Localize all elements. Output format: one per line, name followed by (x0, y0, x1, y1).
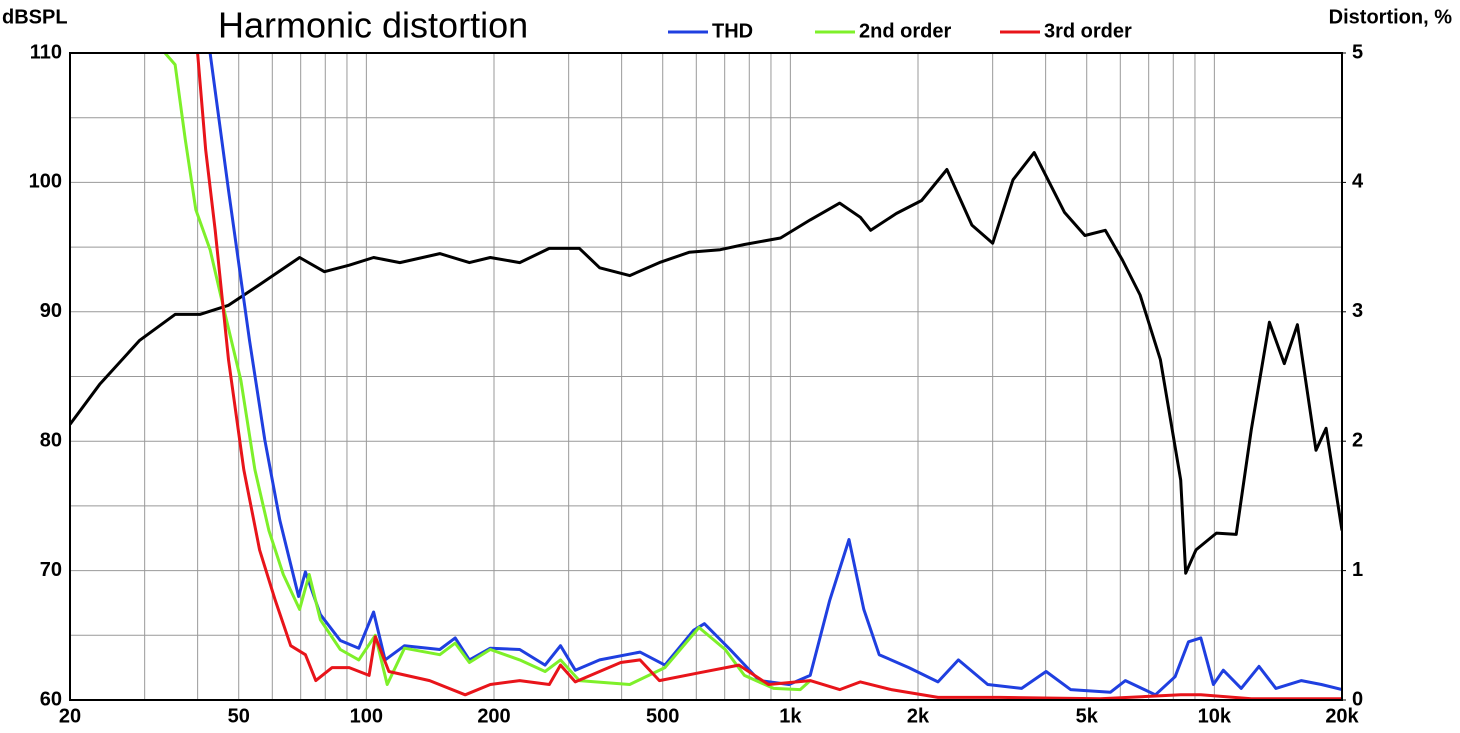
y-tick-label: 110 (30, 41, 62, 63)
x-tick-label: 20k (1325, 705, 1359, 727)
y2-tick-label: 3 (1352, 300, 1363, 322)
chart-title: Harmonic distortion (218, 5, 528, 46)
y-tick-label: 80 (40, 429, 62, 451)
y-axis-label: dBSPL (2, 6, 68, 28)
y-tick-label: 100 (29, 171, 62, 193)
x-tick-label: 50 (228, 705, 250, 727)
x-tick-label: 10k (1198, 705, 1232, 727)
plot-frame (69, 52, 1343, 701)
y2-axis-label: Distortion, % (1329, 6, 1453, 28)
labels: 20 50 100 200 500 1k 2k 5k 10k 20k 60 70 80 90 100 110 0… (29, 20, 1364, 727)
y-tick-label: 90 (40, 300, 62, 322)
series-line (70, 151, 1342, 575)
y-tick-label: 60 (40, 688, 62, 710)
y2-tick-label: 0 (1352, 688, 1363, 710)
y2-tick-label: 1 (1352, 559, 1363, 581)
series-line (163, 53, 812, 692)
x-tick-label: 200 (477, 705, 510, 727)
y2-tick-label: 2 (1352, 429, 1363, 451)
legend-label: 3rd order (1044, 20, 1132, 42)
y2-tick-label: 5 (1352, 41, 1363, 63)
legend-label: THD (712, 20, 753, 42)
x-tick-label: 500 (646, 705, 679, 727)
y2-tick-label: 4 (1352, 171, 1364, 193)
y-tick-label: 70 (40, 559, 62, 581)
x-tick-label: 1k (779, 705, 802, 727)
plot-lines (70, 53, 1342, 700)
series-line (208, 53, 1342, 697)
x-tick-label: 100 (350, 705, 383, 727)
grid (69, 52, 1346, 701)
x-tick-label: 5k (1076, 705, 1099, 727)
legend-label: 2nd order (859, 20, 951, 42)
series-line (196, 53, 1342, 700)
x-tick-label: 20 (59, 705, 81, 727)
x-tick-label: 2k (907, 705, 930, 727)
